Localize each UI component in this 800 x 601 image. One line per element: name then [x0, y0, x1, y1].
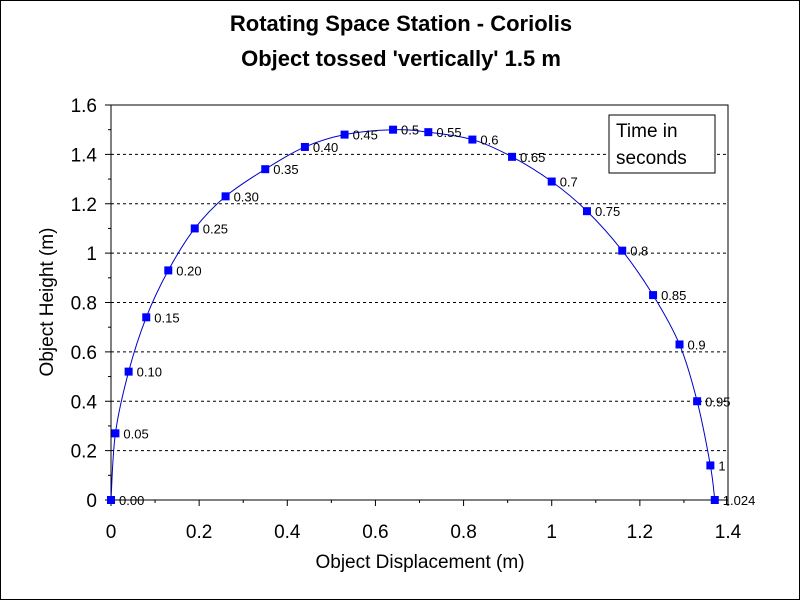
data-label: 0.45	[353, 128, 378, 143]
data-point	[190, 224, 199, 233]
x-tick-label: 1.4	[715, 522, 742, 543]
data-point	[693, 397, 702, 406]
data-point	[142, 313, 151, 322]
data-series: 0.00 0.05 0.10 0.15 0.20 0.25 0.30 0.35 0.40 0.45…	[107, 123, 755, 508]
legend-border	[608, 114, 716, 174]
data-label: 0.20	[176, 263, 201, 278]
data-point	[706, 461, 715, 470]
series-line	[110, 129, 716, 501]
data-point	[221, 192, 230, 201]
data-point	[710, 496, 719, 504]
data-label: 1	[718, 458, 725, 473]
y-tick-label: 0.8	[71, 294, 97, 315]
data-label: 0.65	[520, 150, 545, 165]
y-tick-label: 0.2	[71, 442, 97, 463]
data-point	[508, 152, 517, 161]
chart-title: Rotating Space Station - Coriolis	[230, 11, 572, 36]
legend-box: Time in seconds	[608, 114, 716, 174]
data-point	[300, 142, 309, 151]
y-tick-label: 1.6	[71, 96, 97, 117]
data-label: 0.00	[119, 493, 144, 508]
data-label: 0.85	[661, 288, 686, 303]
data-label: 0.75	[595, 204, 620, 219]
legend-text-line-1: Time in	[616, 121, 678, 142]
data-label: 0.95	[705, 394, 730, 409]
data-point	[107, 496, 115, 504]
data-point	[675, 340, 684, 349]
data-point	[124, 367, 133, 376]
x-tick-label: 0.4	[274, 522, 301, 543]
data-point	[547, 177, 556, 186]
data-label: 0.15	[154, 310, 179, 325]
data-point	[389, 125, 398, 134]
data-point	[340, 130, 349, 139]
data-label: 1.024	[723, 493, 756, 508]
y-tick-label: 0.4	[71, 392, 98, 413]
y-tick-label: 1.4	[71, 145, 98, 166]
data-label: 0.9	[688, 337, 706, 352]
y-tick-label: 0	[86, 491, 97, 512]
y-tick-label: 1	[86, 244, 97, 265]
data-label: 0.55	[436, 125, 461, 140]
data-point	[164, 266, 173, 275]
data-point	[582, 207, 591, 216]
data-label: 0.25	[203, 221, 228, 236]
data-point	[111, 429, 120, 438]
x-tick-label: 1	[546, 522, 557, 543]
legend-text-line-2: seconds	[616, 148, 687, 169]
data-label: 0.8	[630, 244, 648, 259]
x-axis-label: Object Displacement (m)	[315, 552, 524, 573]
data-label: 0.10	[137, 365, 162, 380]
y-tick-label: 1.2	[71, 195, 97, 216]
data-point	[618, 246, 627, 255]
y-tick-label: 0.6	[71, 343, 97, 364]
y-axis-label: Object Height (m)	[37, 228, 58, 377]
data-point	[424, 128, 433, 137]
x-tick-label: 0.6	[362, 522, 388, 543]
data-label: 0.05	[123, 426, 148, 441]
x-tick-label: 0.8	[450, 522, 476, 543]
data-label: 0.5	[401, 123, 419, 138]
data-label: 0.6	[480, 133, 498, 148]
data-label: 0.7	[560, 175, 578, 190]
data-label: 0.40	[313, 140, 338, 155]
x-tick-label: 1.2	[627, 522, 653, 543]
data-point	[261, 165, 270, 174]
x-tick-label: 0.2	[186, 522, 212, 543]
axis-ticks: 0 0.2 0.4 0.6 0.8 1 1.2 1.4 1.6 0 0.2 0.4 0.6 0.8 1 1.2…	[71, 96, 742, 543]
data-label: 0.30	[234, 189, 259, 204]
x-tick-label: 0	[106, 522, 117, 543]
data-label: 0.35	[273, 162, 298, 177]
data-point	[649, 291, 658, 300]
chart-subtitle: Object tossed 'vertically' 1.5 m	[241, 46, 561, 71]
grid-lines	[111, 153, 728, 452]
data-point	[468, 135, 477, 144]
